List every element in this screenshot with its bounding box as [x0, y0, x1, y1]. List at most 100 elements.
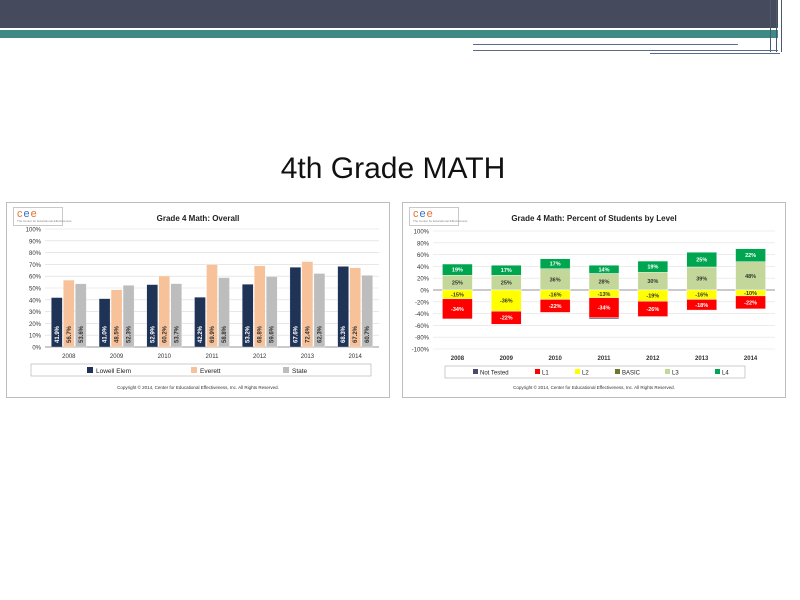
cee-logo: cee The Center for Educational Effective…: [409, 207, 467, 226]
bar-segment: [491, 265, 522, 276]
bar: [313, 273, 326, 348]
legend-swatch: [283, 367, 289, 373]
x-tick-label: 2009: [500, 356, 514, 362]
bar-segment: [588, 317, 620, 320]
x-tick-label: 2014: [744, 356, 758, 362]
decor-line: [776, 0, 777, 52]
data-label: 58.8%: [222, 325, 228, 343]
slide-title: 4th Grade MATH: [280, 152, 506, 185]
data-label: 25%: [452, 281, 463, 287]
data-label: 19%: [647, 265, 658, 271]
y-tick-label: 70%: [29, 263, 42, 269]
data-label: -16%: [549, 293, 562, 299]
y-tick-label: 40%: [417, 265, 430, 271]
data-label: -22%: [549, 304, 562, 310]
slide-top-bar: [0, 0, 778, 28]
legend-swatch: [473, 369, 478, 374]
x-tick-label: 2009: [110, 354, 124, 360]
bar: [361, 275, 373, 348]
data-label: 48.5%: [115, 325, 121, 343]
data-label: 14%: [598, 267, 609, 273]
y-tick-label: 90%: [29, 239, 42, 245]
cee-logo: cee The Center for Educational Effective…: [13, 207, 71, 226]
legend-label: Everett: [200, 368, 221, 375]
data-label: 72.4%: [305, 325, 311, 343]
x-tick-label: 2012: [646, 356, 660, 362]
data-label: -36%: [500, 299, 513, 305]
decor-line: [650, 53, 780, 54]
data-label: 36%: [550, 277, 561, 283]
data-label: -22%: [500, 316, 513, 322]
legend-swatch: [535, 369, 540, 374]
y-tick-label: -80%: [415, 336, 430, 342]
bar-segment: [539, 258, 571, 269]
data-label: 41.9%: [55, 325, 61, 343]
x-tick-label: 2011: [597, 356, 611, 362]
data-label: -10%: [744, 291, 757, 297]
decor-line: [770, 0, 771, 52]
y-tick-label: -20%: [415, 300, 430, 306]
y-tick-label: 40%: [29, 298, 42, 304]
legend-swatch: [87, 367, 93, 373]
data-label: 68.8%: [258, 325, 264, 343]
data-label: 53.6%: [79, 325, 85, 343]
data-label: 62.3%: [317, 325, 323, 343]
x-tick-label: 2014: [348, 354, 362, 360]
x-tick-label: 2010: [548, 356, 562, 362]
decor-line: [473, 50, 778, 51]
y-tick-label: 60%: [417, 253, 430, 259]
legend-label: BASIC: [622, 371, 641, 377]
legend-swatch: [191, 367, 197, 373]
bar-segment: [637, 260, 669, 273]
bar-segment: [491, 311, 522, 325]
data-label: 39%: [696, 276, 707, 282]
legend-swatch: [615, 369, 620, 374]
data-label: 25%: [501, 281, 512, 287]
bar: [170, 283, 182, 348]
legend-label: State: [292, 368, 308, 375]
data-label: 42.2%: [198, 325, 204, 343]
legend-swatch: [715, 369, 720, 374]
data-label: -34%: [451, 307, 464, 313]
data-label: 41.0%: [103, 325, 109, 343]
bar-segment: [735, 248, 766, 262]
y-tick-label: 30%: [29, 310, 42, 316]
data-label: 67.2%: [353, 325, 359, 343]
bar: [349, 267, 361, 348]
legend-swatch: [665, 369, 670, 374]
bar: [206, 264, 218, 348]
x-tick-label: 2013: [695, 356, 709, 362]
data-label: 53.7%: [174, 325, 180, 343]
bar: [51, 297, 63, 348]
overall-chart: Grade 4 Math: Overall 100% 90% 80% 70% 60% 50%…: [26, 214, 379, 390]
data-label: 48%: [745, 274, 756, 280]
data-label: -13%: [598, 292, 611, 298]
level-chart-panel: Grade 4 Math: Percent of Students by Lev…: [402, 202, 786, 398]
data-label: 59.6%: [270, 325, 276, 343]
bar-segment: [588, 265, 620, 274]
bar: [158, 275, 170, 348]
bar: [122, 285, 135, 348]
bar: [266, 276, 278, 348]
legend-label: L1: [542, 371, 549, 377]
y-tick-label: 80%: [417, 241, 430, 247]
data-label: 52.3%: [127, 325, 133, 343]
y-tick-label: 0%: [420, 289, 429, 295]
data-label: -26%: [646, 307, 659, 313]
data-label: 28%: [598, 280, 609, 286]
bar-segment: [637, 301, 669, 317]
bar-segment: [442, 263, 473, 276]
data-label: 52.9%: [150, 325, 156, 343]
data-label: 69.9%: [210, 325, 216, 343]
x-tick-label: 2008: [451, 356, 465, 362]
x-tick-label: 2011: [206, 354, 220, 360]
data-label: 22%: [745, 253, 756, 259]
bar: [75, 283, 87, 348]
x-tick-label: 2010: [158, 354, 172, 360]
chart-title: Grade 4 Math: Overall: [157, 214, 240, 223]
data-label: -18%: [695, 303, 708, 309]
data-label: 67.6%: [293, 325, 299, 343]
y-tick-label: 80%: [29, 251, 42, 257]
y-tick-label: 0%: [32, 346, 41, 352]
y-tick-label: 50%: [29, 287, 42, 293]
